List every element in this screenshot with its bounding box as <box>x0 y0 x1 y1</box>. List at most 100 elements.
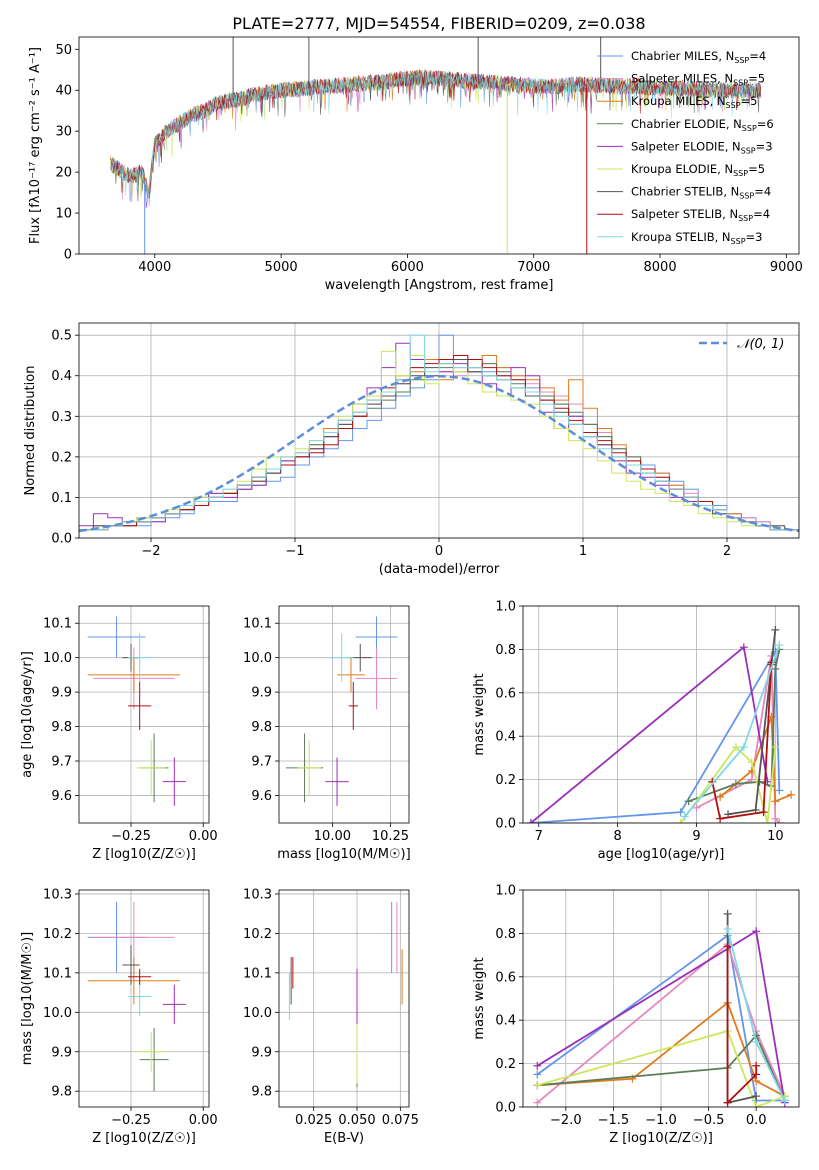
y-axis-label: mass weight <box>472 673 487 755</box>
y-tick-label: 0.0 <box>51 532 72 547</box>
axes-frame <box>278 605 410 824</box>
x-tick-label: 4000 <box>138 260 171 275</box>
legend-label-main: Chabrier MILES, N <box>631 49 734 63</box>
y-tick-label: 10.0 <box>43 1006 72 1021</box>
x-tick-label: 0.025 <box>295 1113 332 1128</box>
legend-label-tail: =4 <box>753 207 770 221</box>
y-tick-label: 9.8 <box>251 1085 272 1100</box>
x-tick-label: −2.0 <box>550 1113 582 1128</box>
y-tick-label: 0.6 <box>495 686 516 701</box>
legend-label: Kroupa ELODIE, NSSP=5 <box>631 162 765 178</box>
y-tick-label: 0.2 <box>495 1057 516 1072</box>
plot-area-residuals <box>79 334 799 538</box>
legend-label-sub: SSP <box>734 56 749 65</box>
legend-label-main: Salpeter ELODIE, N <box>631 139 741 153</box>
y-tick-label: 0.8 <box>495 643 516 658</box>
spectrum-line <box>110 70 762 202</box>
x-axis-label: age [log10(age/yr)] <box>598 847 725 862</box>
y-tick-label: 9.8 <box>51 1085 72 1100</box>
y-tick-label: 9.8 <box>51 720 72 735</box>
legend-label: Chabrier STELIB, NSSP=4 <box>631 185 771 201</box>
axes-frame <box>78 36 800 255</box>
legend-label-main: Kroupa MILES, N <box>631 94 726 108</box>
weight-series-line <box>537 1029 786 1107</box>
y-tick-label: 10.3 <box>243 887 272 902</box>
y-axis-label: mass [log10(M/M☉)] <box>20 932 35 1065</box>
figure-title: PLATE=2777, MJD=54554, FIBERID=0209, z=0… <box>232 14 645 33</box>
weight-series-line <box>530 645 769 823</box>
legend-label-sub: SSP <box>733 79 748 88</box>
plot-area-mass-vs-Z <box>87 901 186 1092</box>
x-tick-label: 2 <box>723 544 731 559</box>
legend-label: Salpeter MILES, NSSP=5 <box>631 72 765 88</box>
legend-label-sub: SSP <box>731 237 746 246</box>
x-axis-label: (data-model)/error <box>379 562 500 577</box>
legend-label-main: Chabrier STELIB, N <box>631 185 739 199</box>
legend-label-tail: =5 <box>741 94 758 108</box>
axes-frame <box>522 889 800 1108</box>
x-tick-label: 0.050 <box>338 1113 375 1128</box>
y-tick-label: 0.1 <box>51 491 72 506</box>
normal-reference-curve <box>79 374 799 533</box>
x-tick-label: 0.00 <box>189 1113 218 1128</box>
plot-area-age-vs-Z <box>87 616 186 806</box>
x-tick-label: −1.5 <box>598 1113 630 1128</box>
x-tick-label: −1.0 <box>645 1113 677 1128</box>
x-tick-label: 9000 <box>770 260 803 275</box>
legend-label-tail: =3 <box>746 230 763 244</box>
y-tick-label: 10.1 <box>243 617 272 632</box>
legend-label-sub: SSP <box>738 214 753 223</box>
legend-label-tail: =5 <box>748 162 765 176</box>
x-tick-label: −0.25 <box>111 829 151 844</box>
legend-label-sub: SSP <box>733 169 748 178</box>
axes-frame <box>278 889 410 1108</box>
axes-mass-vs-ebv: 0.025 0.050 0.075 9.8 9.9 10.0 10.1 10.2 10.3 E(B… <box>243 887 419 1146</box>
y-tick-label: 20 <box>55 166 72 181</box>
y-tick-label: 1.0 <box>495 884 516 899</box>
x-axis-label: Z [log10(Z/Z☉)] <box>92 1131 196 1146</box>
axes-weight-vs-Z: −2.0 −1.5 −1.0 −0.5 0.0 0.0 0.2 0.4 0.6 0.8 1.0 Z [… <box>472 884 800 1146</box>
x-tick-label: 0 <box>435 544 443 559</box>
y-tick-label: 9.9 <box>251 686 272 701</box>
legend-label: Salpeter ELODIE, NSSP=3 <box>631 139 773 155</box>
axes-frame <box>78 889 210 1108</box>
y-tick-label: 0.8 <box>495 927 516 942</box>
y-tick-label: 0.2 <box>51 450 72 465</box>
weight-series-line <box>727 629 777 816</box>
x-tick-label: −0.25 <box>111 1113 151 1128</box>
y-axis-label: Flux [fλ10⁻¹⁷ erg cm⁻² s⁻¹ A⁻¹] <box>28 47 43 244</box>
y-tick-label: 10.3 <box>43 887 72 902</box>
y-tick-label: 0.0 <box>495 1101 516 1116</box>
y-tick-label: 9.9 <box>251 1045 272 1060</box>
y-tick-label: 10.1 <box>43 617 72 632</box>
x-tick-label: 10.25 <box>372 829 409 844</box>
x-tick-label: 6000 <box>391 260 424 275</box>
x-tick-label: 8 <box>613 829 621 844</box>
x-tick-label: −2 <box>141 544 160 559</box>
axes-mass-vs-Z: −0.25 0.00 9.8 9.9 10.0 10.1 10.2 10.3 Z [log10(… <box>20 887 218 1146</box>
legend-label: Kroupa MILES, NSSP=5 <box>631 94 757 110</box>
y-axis-label: mass weight <box>472 957 487 1039</box>
legend-label-tail: =6 <box>757 117 774 131</box>
x-tick-label: 0.00 <box>189 829 218 844</box>
x-tick-label: 1 <box>579 544 587 559</box>
y-tick-label: 30 <box>55 125 72 140</box>
legend-label-main: Salpeter MILES, N <box>631 72 733 86</box>
legend-label-main: Salpeter STELIB, N <box>631 207 738 221</box>
weight-series-line <box>711 662 773 820</box>
plot-area-spectrum <box>110 37 762 254</box>
x-axis-label: mass [log10(M/M☉)] <box>277 847 410 862</box>
y-tick-label: 9.7 <box>51 755 72 770</box>
x-axis-label: Z [log10(Z/Z☉)] <box>609 1131 713 1146</box>
y-tick-label: 40 <box>55 84 72 99</box>
legend-label-main: Chabrier ELODIE, N <box>631 117 742 131</box>
axes-weight-vs-age: 7 8 9 10 0.0 0.2 0.4 0.6 0.8 1.0 age [log10(age/yr… <box>472 600 800 862</box>
y-axis-label: Normed distribution <box>23 366 38 496</box>
legend-label-sub: SSP <box>726 101 741 110</box>
legend-label: 𝒩(0, 1) <box>737 337 784 352</box>
legend-label: Kroupa STELIB, NSSP=3 <box>631 230 762 246</box>
y-tick-label: 9.9 <box>51 1045 72 1060</box>
y-tick-label: 10.2 <box>43 927 72 942</box>
